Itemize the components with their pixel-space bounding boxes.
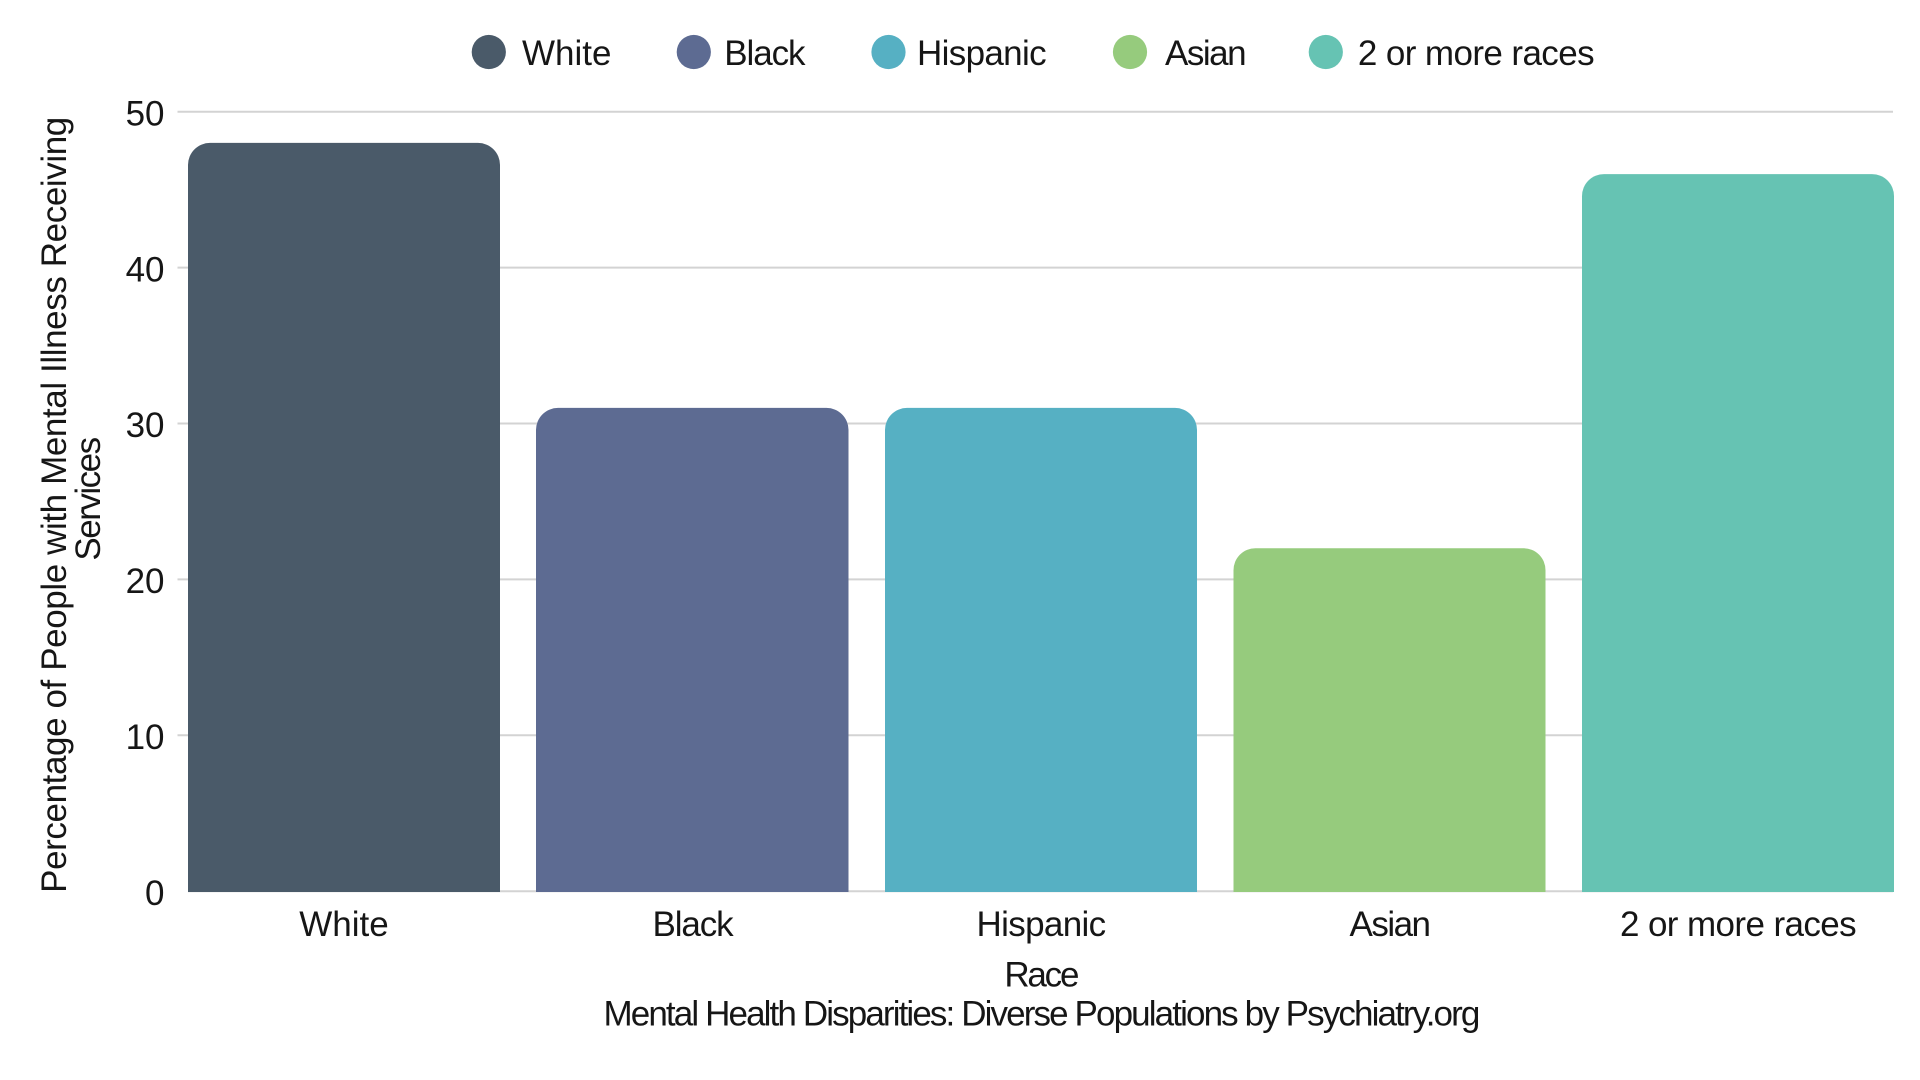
svg-text:Black: Black [652, 905, 734, 944]
svg-text:Mental Health Disparities: Div: Mental Health Disparities: Diverse Popul… [603, 995, 1478, 1034]
svg-text:Black: Black [724, 34, 806, 73]
svg-text:20: 20 [126, 562, 165, 601]
svg-text:White: White [522, 34, 611, 73]
svg-text:White: White [299, 905, 388, 944]
svg-text:2 or more races: 2 or more races [1358, 34, 1594, 73]
svg-text:Services: Services [69, 437, 108, 560]
svg-text:10: 10 [126, 718, 165, 757]
svg-text:Race: Race [1004, 955, 1078, 994]
svg-text:Asian: Asian [1165, 34, 1245, 73]
svg-text:Asian: Asian [1349, 905, 1429, 944]
svg-text:50: 50 [126, 94, 165, 133]
svg-text:Hispanic: Hispanic [977, 905, 1106, 944]
svg-text:0: 0 [145, 874, 164, 913]
svg-text:Hispanic: Hispanic [917, 34, 1046, 73]
svg-text:2 or more races: 2 or more races [1620, 905, 1856, 944]
svg-text:40: 40 [126, 250, 165, 289]
svg-text:Percentage of People with Ment: Percentage of People with Mental Illness… [35, 117, 74, 893]
svg-text:30: 30 [126, 406, 165, 445]
